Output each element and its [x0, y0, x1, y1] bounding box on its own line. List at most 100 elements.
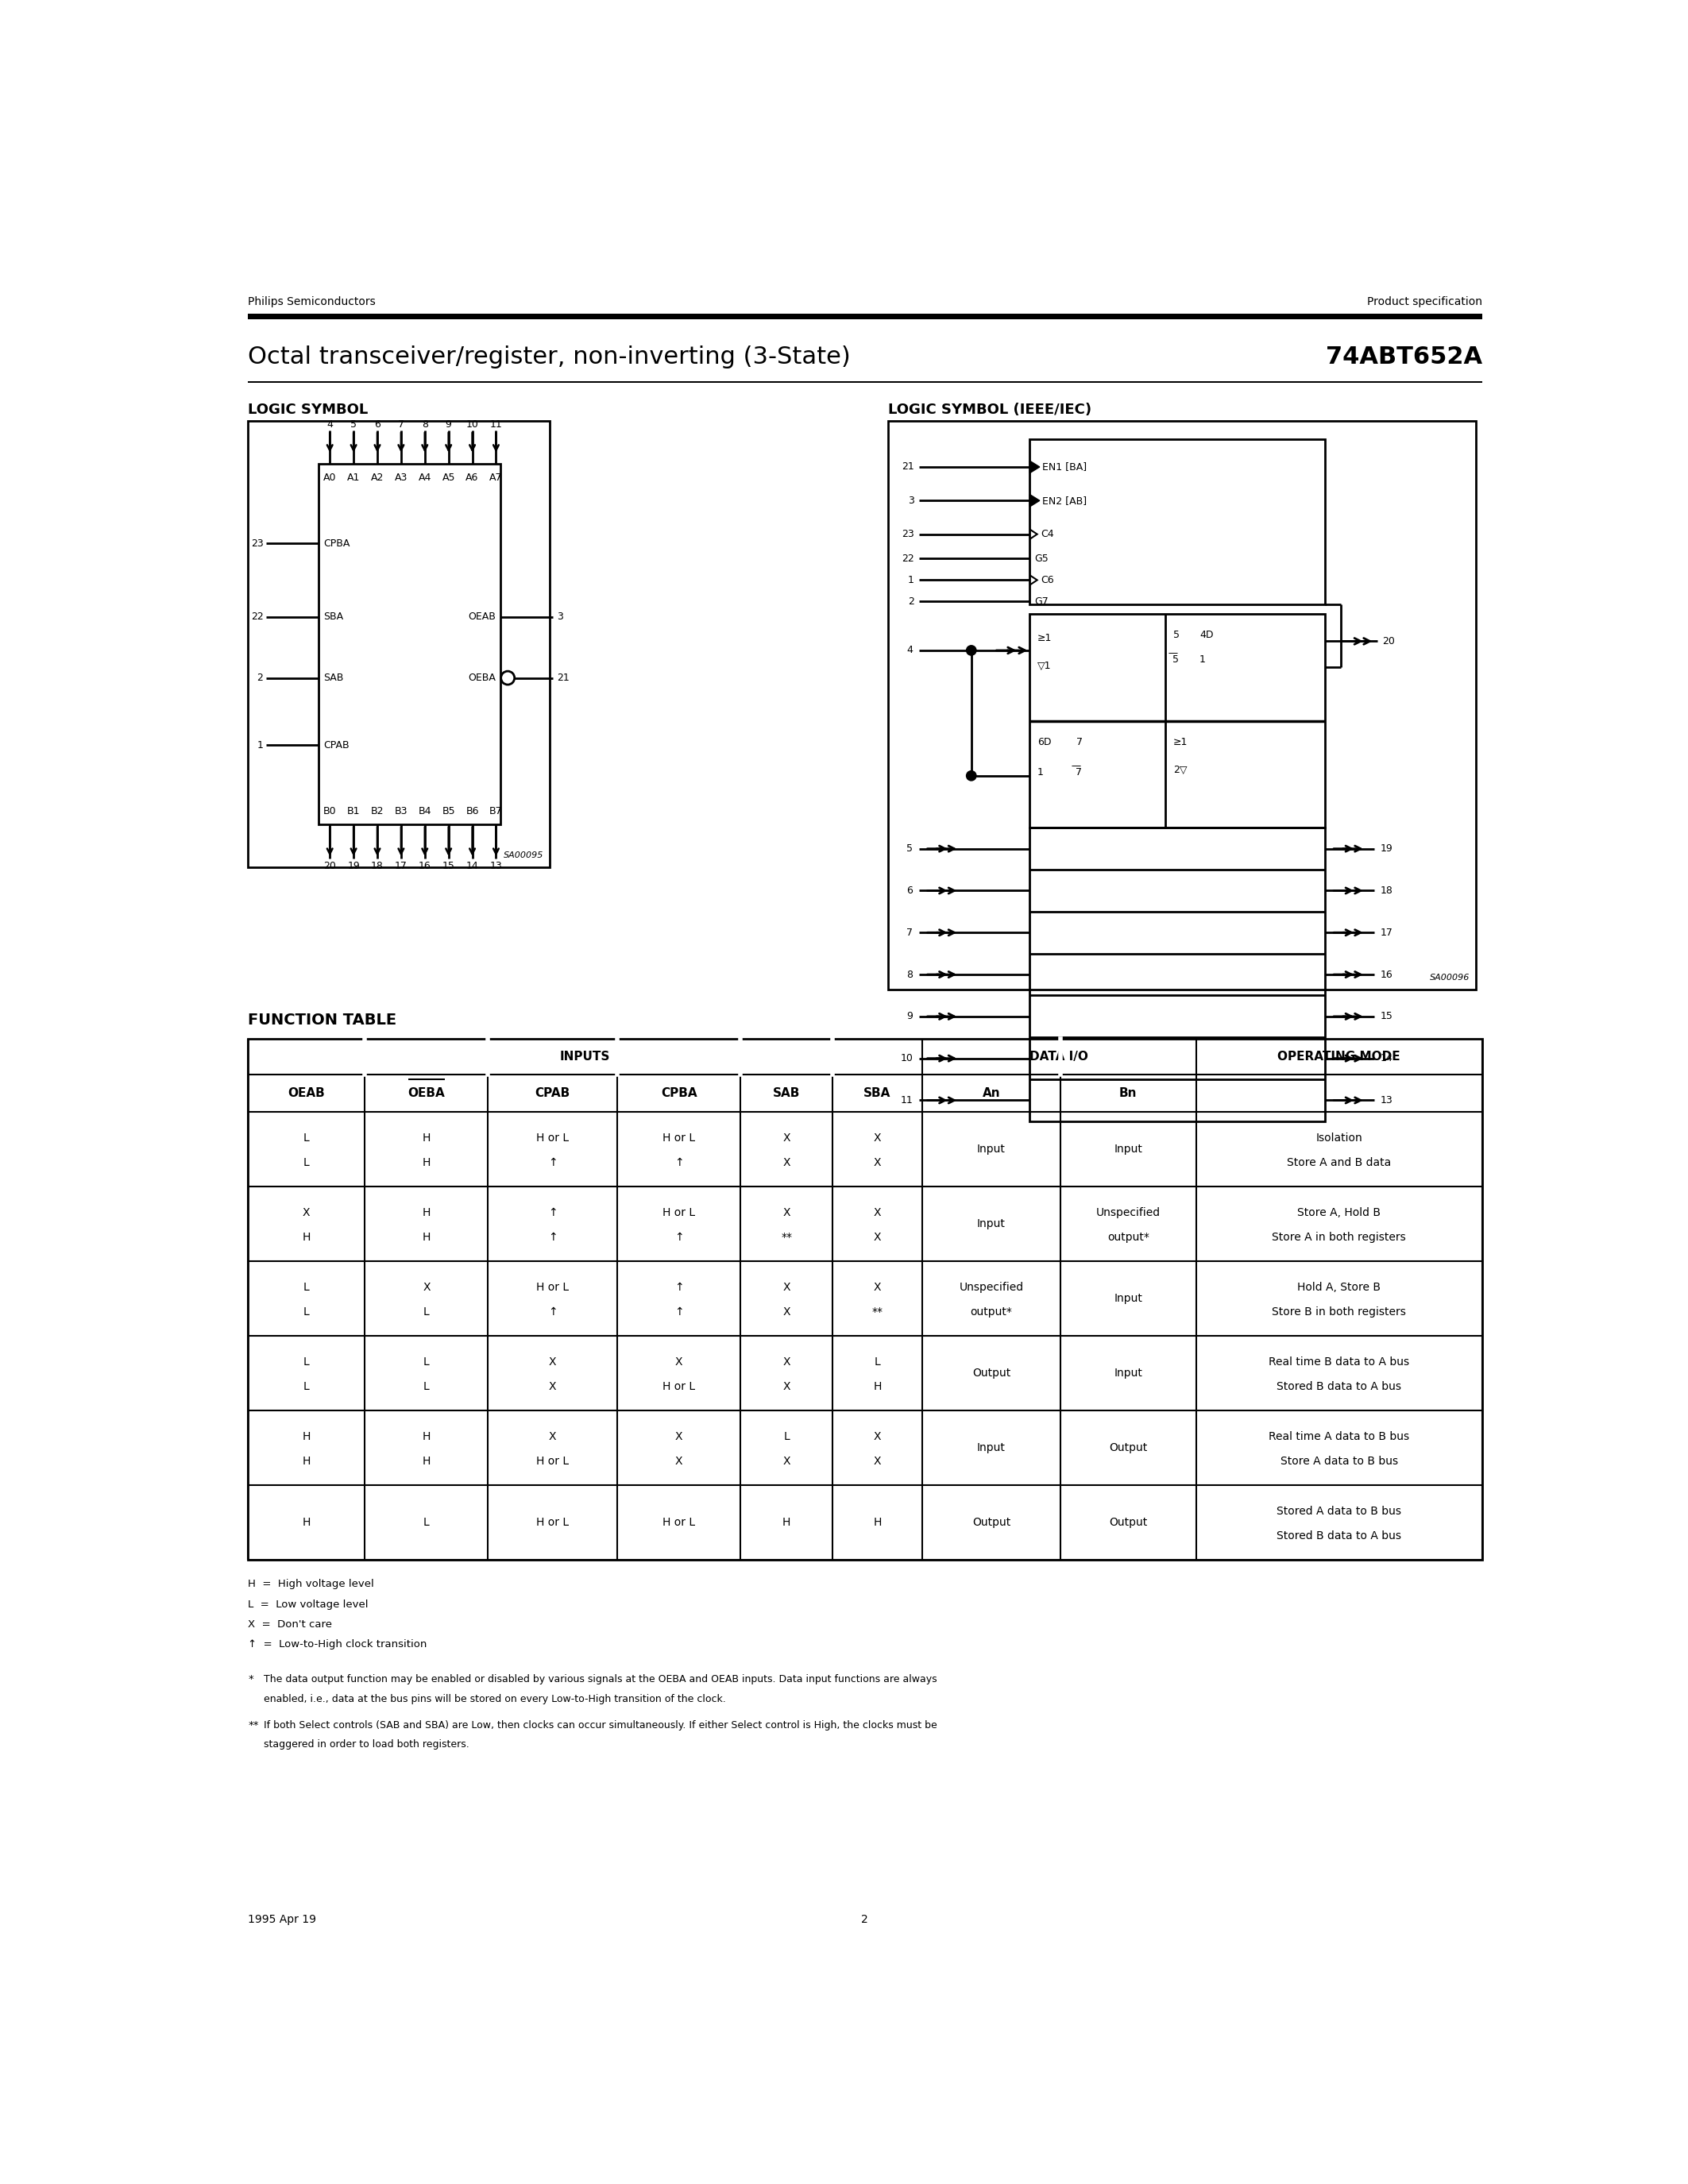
Circle shape: [966, 646, 976, 655]
Text: A2: A2: [371, 472, 383, 483]
Text: 3: 3: [557, 612, 564, 622]
Text: 1: 1: [908, 574, 913, 585]
Text: 15: 15: [1381, 1011, 1393, 1022]
Text: X: X: [302, 1208, 311, 1219]
Text: H or L: H or L: [662, 1133, 695, 1144]
Text: 7: 7: [398, 419, 403, 430]
Text: LOGIC SYMBOL (IEEE/IEC): LOGIC SYMBOL (IEEE/IEC): [888, 402, 1092, 417]
Text: **: **: [871, 1306, 883, 1317]
Text: ≥1: ≥1: [1173, 736, 1188, 747]
Bar: [319, 463, 500, 826]
Text: A5: A5: [442, 472, 456, 483]
Text: SBA: SBA: [324, 612, 344, 622]
Text: X: X: [874, 1232, 881, 1243]
Text: X: X: [549, 1356, 557, 1367]
Text: ↑: ↑: [549, 1306, 557, 1317]
Text: H or L: H or L: [662, 1518, 695, 1529]
Text: If both Select controls (SAB and SBA) are Low, then clocks can occur simultaneou: If both Select controls (SAB and SBA) ar…: [263, 1721, 937, 1730]
Text: Real time A data to B bus: Real time A data to B bus: [1269, 1431, 1409, 1441]
Text: A3: A3: [395, 472, 407, 483]
Text: ↑  =  Low-to-High clock transition: ↑ = Low-to-High clock transition: [248, 1640, 427, 1649]
Text: X: X: [783, 1306, 790, 1317]
Text: Output: Output: [972, 1367, 1011, 1378]
Text: H: H: [422, 1457, 430, 1468]
Text: H: H: [302, 1457, 311, 1468]
Text: 18: 18: [1381, 885, 1393, 895]
Bar: [248, 1040, 1482, 1559]
Text: 74ABT652A: 74ABT652A: [1325, 345, 1482, 369]
Text: staggered in order to load both registers.: staggered in order to load both register…: [263, 1738, 469, 1749]
Text: X: X: [549, 1431, 557, 1441]
Text: X: X: [783, 1158, 790, 1168]
Text: SBA: SBA: [864, 1088, 891, 1099]
Text: A4: A4: [419, 472, 432, 483]
Text: L: L: [424, 1356, 429, 1367]
Text: Real time B data to A bus: Real time B data to A bus: [1269, 1356, 1409, 1367]
Text: *: *: [248, 1675, 253, 1684]
Text: Store A, Hold B: Store A, Hold B: [1298, 1208, 1381, 1219]
Text: ͞5: ͞5: [1173, 655, 1180, 664]
Text: 1: 1: [257, 740, 263, 751]
Text: B6: B6: [466, 806, 479, 817]
Text: Isolation: Isolation: [1317, 1133, 1362, 1144]
Text: output*: output*: [1107, 1232, 1150, 1243]
Text: X  =  Don't care: X = Don't care: [248, 1618, 333, 1629]
Text: 2▽: 2▽: [1173, 764, 1187, 775]
Text: 13: 13: [490, 860, 503, 871]
Text: 21: 21: [557, 673, 569, 684]
Text: L: L: [304, 1282, 309, 1293]
Text: Output: Output: [1109, 1518, 1148, 1529]
Text: SAB: SAB: [773, 1088, 800, 1099]
Text: 7: 7: [906, 928, 913, 937]
Text: 11: 11: [900, 1094, 913, 1105]
Text: FUNCTION TABLE: FUNCTION TABLE: [248, 1013, 397, 1029]
Text: Hold A, Store B: Hold A, Store B: [1298, 1282, 1381, 1293]
Text: X: X: [874, 1282, 881, 1293]
Text: H: H: [422, 1431, 430, 1441]
Text: B7: B7: [490, 806, 503, 817]
Text: X: X: [783, 1356, 790, 1367]
Text: 16: 16: [1381, 970, 1393, 981]
Text: 3: 3: [908, 496, 913, 507]
Polygon shape: [1030, 461, 1040, 474]
Text: 8: 8: [422, 419, 429, 430]
Text: Bn: Bn: [1119, 1088, 1138, 1099]
Text: 21: 21: [901, 461, 913, 472]
Text: Output: Output: [1109, 1441, 1148, 1452]
Text: H: H: [302, 1518, 311, 1529]
Text: 19: 19: [348, 860, 360, 871]
Text: 7: 7: [1075, 736, 1082, 747]
Text: 14: 14: [1381, 1053, 1393, 1064]
Text: CPBA: CPBA: [324, 537, 349, 548]
Text: ↑: ↑: [549, 1232, 557, 1243]
Text: 5: 5: [1173, 629, 1180, 640]
Text: H: H: [302, 1232, 311, 1243]
Text: The data output function may be enabled or disabled by various signals at the OE: The data output function may be enabled …: [263, 1675, 937, 1684]
Text: L: L: [304, 1356, 309, 1367]
Text: LOGIC SYMBOL: LOGIC SYMBOL: [248, 402, 368, 417]
Text: Stored A data to B bus: Stored A data to B bus: [1276, 1505, 1401, 1518]
Text: ↑: ↑: [549, 1158, 557, 1168]
Text: 23: 23: [252, 537, 263, 548]
Text: Philips Semiconductors: Philips Semiconductors: [248, 297, 376, 308]
Text: 18: 18: [371, 860, 383, 871]
Text: Input: Input: [977, 1144, 1006, 1155]
Text: ↑: ↑: [674, 1232, 684, 1243]
Text: X: X: [549, 1380, 557, 1391]
Text: 4: 4: [906, 644, 913, 655]
Text: **: **: [248, 1721, 258, 1730]
Text: H: H: [422, 1208, 430, 1219]
Text: SA00095: SA00095: [503, 852, 544, 858]
Text: Store A data to B bus: Store A data to B bus: [1280, 1457, 1398, 1468]
Text: 2: 2: [861, 1913, 868, 1924]
Text: X: X: [422, 1282, 430, 1293]
Text: 9: 9: [446, 419, 452, 430]
Text: H: H: [422, 1158, 430, 1168]
Text: A0: A0: [324, 472, 336, 483]
Text: enabled, i.e., data at the bus pins will be stored on every Low-to-High transiti: enabled, i.e., data at the bus pins will…: [263, 1693, 726, 1704]
Text: X: X: [783, 1457, 790, 1468]
Text: H or L: H or L: [537, 1457, 569, 1468]
Text: 13: 13: [1381, 1094, 1393, 1105]
Text: 6: 6: [375, 419, 380, 430]
Text: L: L: [874, 1356, 881, 1367]
